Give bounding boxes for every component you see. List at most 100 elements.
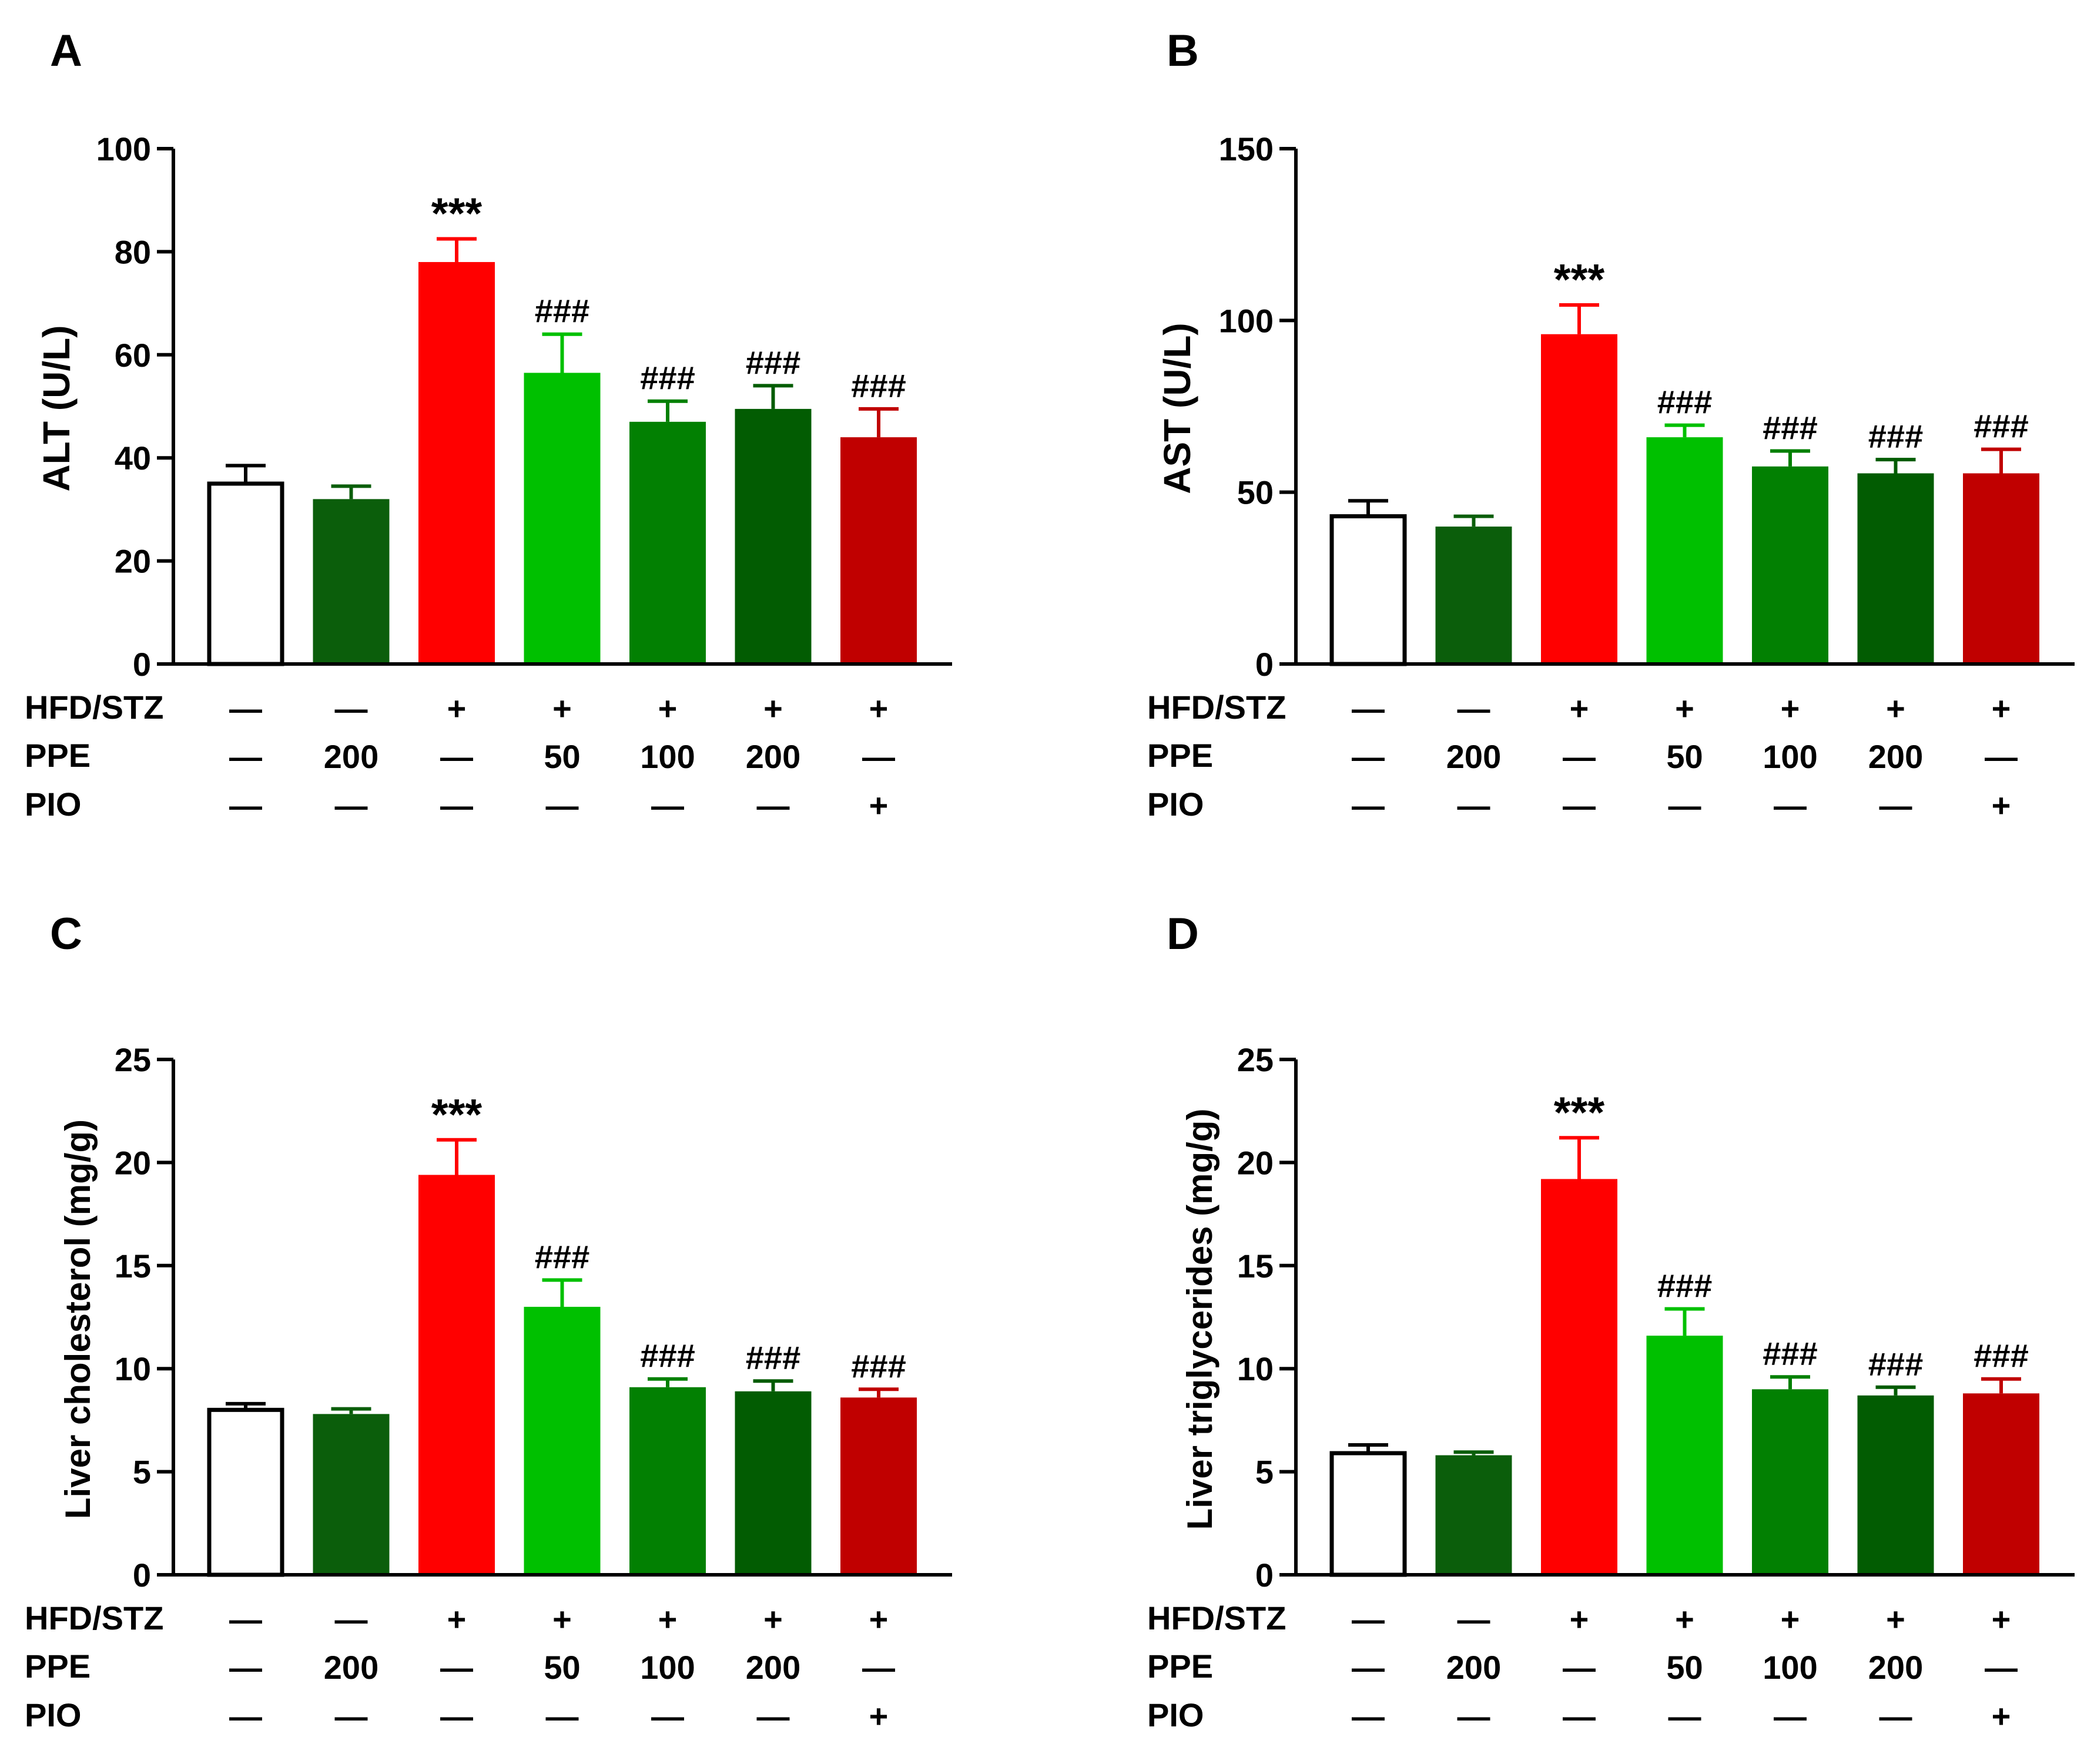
treatment-row-label: HFD/STZ (1147, 1599, 1286, 1636)
treatment-row-label: PPE (1147, 1648, 1213, 1685)
treatment-value: + (447, 690, 467, 727)
treatment-value: — (440, 787, 473, 824)
bar (207, 481, 284, 666)
bar (1963, 473, 2039, 664)
treatment-value: 200 (1446, 1649, 1501, 1686)
treatment-value: + (763, 690, 783, 727)
treatment-value: — (229, 1601, 262, 1638)
treatment-value: — (1352, 690, 1385, 727)
treatment-value: — (335, 690, 368, 727)
treatment-value: — (757, 1698, 790, 1735)
treatment-value: 200 (324, 738, 378, 775)
treatment-value: + (447, 1601, 467, 1638)
bar (207, 1407, 284, 1577)
significance-label: ### (1974, 408, 2028, 445)
panel-a: A ALT (U/L) *** ### ### ### ### 0 20 40 60 80 100 H… (25, 26, 952, 824)
significance-label: ### (1974, 1337, 2028, 1374)
treatment-value: + (552, 1601, 572, 1638)
bar (1329, 514, 1407, 666)
y-tick-label: 15 (1237, 1247, 1274, 1285)
bar (1541, 1179, 1617, 1575)
treatment-value: + (1886, 1601, 1905, 1638)
treatment-value: + (869, 787, 889, 824)
significance-label: ### (1868, 418, 1923, 455)
significance-label: *** (431, 1090, 483, 1139)
treatment-value: — (757, 787, 790, 824)
treatment-value: — (1669, 787, 1701, 824)
treatment-value: 200 (1868, 738, 1923, 775)
treatment-value: + (1781, 1601, 1800, 1638)
significance-label: *** (431, 189, 483, 237)
significance-label: ### (1657, 384, 1712, 421)
treatment-value: + (1675, 690, 1694, 727)
treatment-value: — (1985, 738, 2018, 775)
treatment-value: — (1458, 1601, 1490, 1638)
bar (1752, 466, 1828, 664)
treatment-row-label: HFD/STZ (25, 689, 163, 726)
y-tick-label: 0 (133, 646, 151, 683)
bar (313, 1414, 390, 1575)
treatment-value: + (1992, 787, 2011, 824)
y-axis-label: AST (U/L) (1156, 323, 1198, 494)
treatment-value: + (1570, 1601, 1589, 1638)
treatment-value: — (1458, 787, 1490, 824)
treatment-value: + (552, 690, 572, 727)
bar (1646, 1336, 1723, 1575)
panel-letter: C (50, 909, 82, 959)
treatment-value: 100 (640, 738, 695, 775)
treatment-value: — (862, 1649, 895, 1686)
treatment-value: — (546, 1698, 579, 1735)
significance-label: ### (640, 1337, 695, 1374)
treatment-value: — (1458, 690, 1490, 727)
bar (735, 408, 812, 664)
y-axis-label: Liver cholesterol (mg/g) (58, 1119, 98, 1519)
treatment-value: — (1563, 738, 1596, 775)
y-tick-label: 0 (1255, 646, 1274, 683)
treatment-row-label: PIO (25, 1696, 81, 1733)
treatment-value: — (651, 1698, 684, 1735)
treatment-value: + (1570, 690, 1589, 727)
significance-label: ### (640, 360, 695, 397)
bar (840, 437, 917, 664)
y-tick-label: 150 (1219, 130, 1274, 167)
treatment-row-label: PIO (1147, 1696, 1204, 1733)
y-tick-label: 15 (115, 1247, 151, 1285)
treatment-row-label: PPE (25, 737, 91, 774)
treatment-value: + (1886, 690, 1905, 727)
treatment-value: — (440, 1698, 473, 1735)
treatment-value: + (658, 690, 678, 727)
treatment-value: + (869, 1698, 889, 1735)
bar (840, 1397, 917, 1575)
treatment-value: — (335, 787, 368, 824)
bar (418, 261, 495, 664)
y-tick-label: 80 (115, 233, 151, 270)
treatment-value: — (862, 738, 895, 775)
bar (1646, 437, 1723, 664)
y-tick-label: 20 (1237, 1144, 1274, 1181)
y-tick-label: 20 (115, 1144, 151, 1181)
bar (1329, 1451, 1407, 1577)
bar (313, 499, 390, 664)
treatment-value: 50 (544, 738, 580, 775)
y-tick-label: 60 (115, 337, 151, 374)
treatment-value: + (1992, 690, 2011, 727)
panel-d: D Liver triglycerides (mg/g) *** ### ### ##… (1147, 909, 2075, 1735)
treatment-row-label: PPE (1147, 737, 1213, 774)
panel-letter: B (1167, 26, 1199, 76)
y-tick-label: 100 (96, 130, 151, 167)
y-tick-label: 40 (115, 440, 151, 477)
treatment-value: — (1669, 1698, 1701, 1735)
y-tick-label: 25 (1237, 1041, 1274, 1078)
y-tick-label: 25 (115, 1041, 151, 1078)
treatment-value: — (1563, 1698, 1596, 1735)
treatment-row-label: PIO (25, 786, 81, 823)
bar (629, 1387, 706, 1575)
bar (629, 421, 706, 664)
y-tick-label: 10 (1237, 1350, 1274, 1387)
y-tick-label: 5 (1255, 1454, 1274, 1491)
treatment-value: — (1352, 1601, 1385, 1638)
panel-letter: D (1167, 909, 1199, 959)
significance-label: ### (746, 344, 800, 381)
significance-label: ### (535, 293, 589, 330)
bar (1435, 526, 1512, 664)
